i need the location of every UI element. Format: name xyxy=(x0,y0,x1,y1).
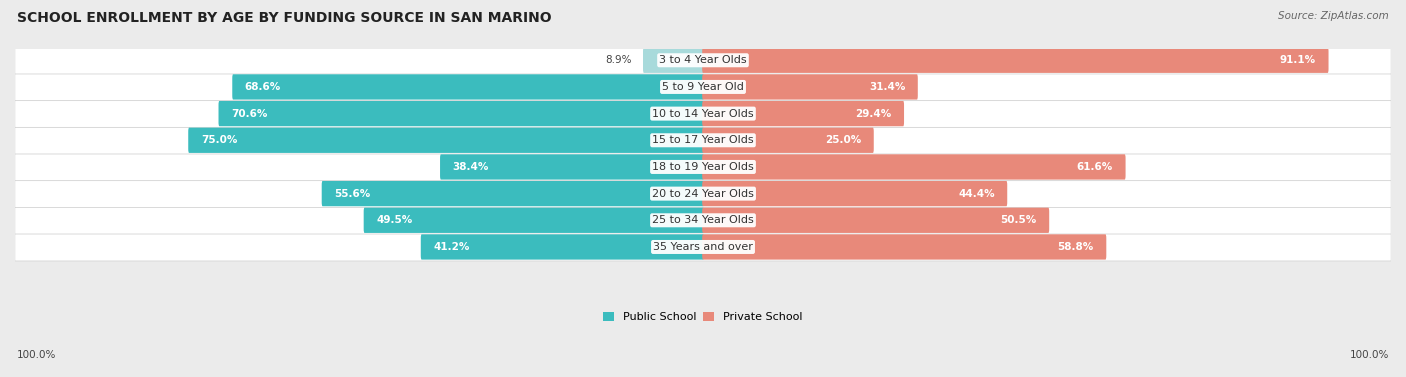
Text: 50.5%: 50.5% xyxy=(1001,215,1036,225)
Text: 75.0%: 75.0% xyxy=(201,135,238,145)
Text: 61.6%: 61.6% xyxy=(1077,162,1114,172)
FancyBboxPatch shape xyxy=(420,234,704,260)
Text: 44.4%: 44.4% xyxy=(957,188,994,199)
FancyBboxPatch shape xyxy=(702,128,873,153)
FancyBboxPatch shape xyxy=(322,181,704,206)
Text: 70.6%: 70.6% xyxy=(231,109,267,119)
Text: 91.1%: 91.1% xyxy=(1279,55,1316,65)
Text: 100.0%: 100.0% xyxy=(1350,350,1389,360)
Text: 25.0%: 25.0% xyxy=(825,135,862,145)
Text: 25 to 34 Year Olds: 25 to 34 Year Olds xyxy=(652,215,754,225)
Legend: Public School, Private School: Public School, Private School xyxy=(603,311,803,322)
FancyBboxPatch shape xyxy=(15,154,1391,181)
FancyBboxPatch shape xyxy=(15,207,1391,234)
FancyBboxPatch shape xyxy=(702,154,1126,179)
FancyBboxPatch shape xyxy=(15,74,1391,101)
FancyBboxPatch shape xyxy=(15,101,1391,127)
Text: 31.4%: 31.4% xyxy=(869,82,905,92)
Text: SCHOOL ENROLLMENT BY AGE BY FUNDING SOURCE IN SAN MARINO: SCHOOL ENROLLMENT BY AGE BY FUNDING SOUR… xyxy=(17,11,551,25)
Text: 10 to 14 Year Olds: 10 to 14 Year Olds xyxy=(652,109,754,119)
FancyBboxPatch shape xyxy=(702,101,904,126)
FancyBboxPatch shape xyxy=(15,127,1391,154)
FancyBboxPatch shape xyxy=(702,234,1107,260)
Text: 8.9%: 8.9% xyxy=(605,55,631,65)
FancyBboxPatch shape xyxy=(188,128,704,153)
Text: 5 to 9 Year Old: 5 to 9 Year Old xyxy=(662,82,744,92)
Text: 49.5%: 49.5% xyxy=(377,215,412,225)
Text: 20 to 24 Year Olds: 20 to 24 Year Olds xyxy=(652,188,754,199)
FancyBboxPatch shape xyxy=(15,181,1391,208)
Text: 41.2%: 41.2% xyxy=(433,242,470,252)
Text: 55.6%: 55.6% xyxy=(335,188,371,199)
FancyBboxPatch shape xyxy=(15,48,1391,74)
FancyBboxPatch shape xyxy=(702,48,1329,73)
FancyBboxPatch shape xyxy=(702,208,1049,233)
Text: 18 to 19 Year Olds: 18 to 19 Year Olds xyxy=(652,162,754,172)
Text: 68.6%: 68.6% xyxy=(245,82,281,92)
FancyBboxPatch shape xyxy=(364,208,704,233)
Text: 35 Years and over: 35 Years and over xyxy=(652,242,754,252)
Text: Source: ZipAtlas.com: Source: ZipAtlas.com xyxy=(1278,11,1389,21)
FancyBboxPatch shape xyxy=(702,74,918,100)
FancyBboxPatch shape xyxy=(702,181,1007,206)
FancyBboxPatch shape xyxy=(232,74,704,100)
Text: 29.4%: 29.4% xyxy=(855,109,891,119)
FancyBboxPatch shape xyxy=(440,154,704,179)
Text: 38.4%: 38.4% xyxy=(453,162,489,172)
Text: 3 to 4 Year Olds: 3 to 4 Year Olds xyxy=(659,55,747,65)
Text: 15 to 17 Year Olds: 15 to 17 Year Olds xyxy=(652,135,754,145)
Text: 58.8%: 58.8% xyxy=(1057,242,1094,252)
FancyBboxPatch shape xyxy=(643,48,704,73)
Text: 100.0%: 100.0% xyxy=(17,350,56,360)
FancyBboxPatch shape xyxy=(15,234,1391,261)
FancyBboxPatch shape xyxy=(218,101,704,126)
